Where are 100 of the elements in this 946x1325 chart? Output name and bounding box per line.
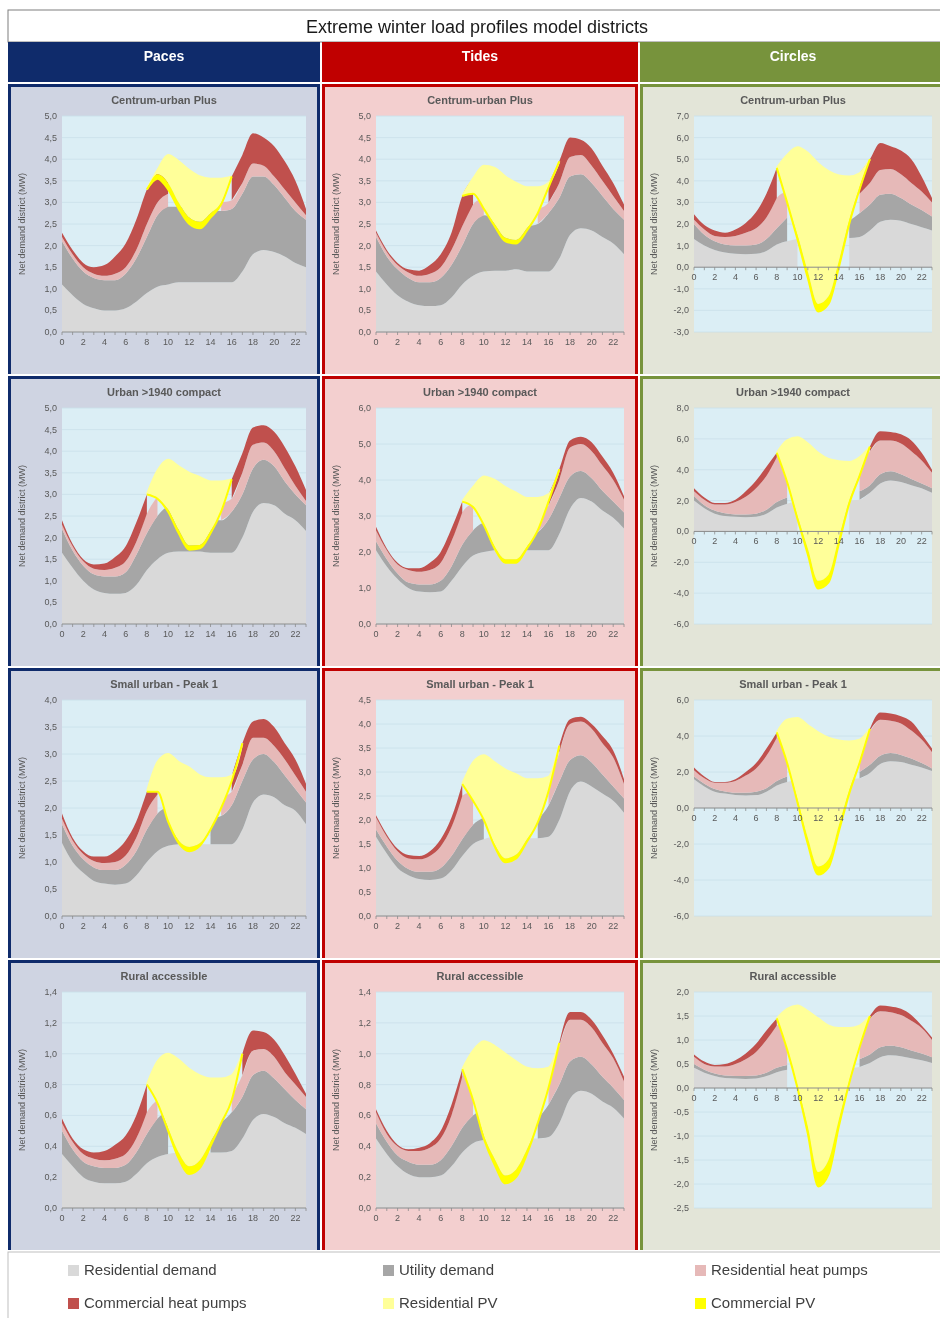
y-tick-label: 0,8 [358, 1079, 371, 1090]
x-tick-label: 4 [732, 536, 738, 547]
x-tick-label: 14 [205, 629, 216, 639]
y-axis-title: Net demand district (MW) [649, 172, 659, 276]
chart-title: Urban >1940 compact [106, 386, 222, 398]
chart-title: Urban >1940 compact [735, 386, 851, 398]
y-tick-label: 2,0 [676, 219, 689, 229]
x-tick-label: 2 [395, 1213, 401, 1223]
y-tick-label: 0,0 [358, 911, 371, 921]
y-tick-label: -6,0 [673, 619, 689, 629]
y-tick-label: 2,0 [676, 767, 689, 777]
x-tick-label: 18 [565, 1213, 576, 1223]
x-tick-label: 6 [438, 629, 444, 639]
x-tick-label: 2 [395, 629, 401, 639]
x-tick-label: 10 [163, 1213, 174, 1223]
y-tick-label: 1,4 [358, 987, 371, 997]
x-tick-label: 16 [543, 337, 554, 347]
y-tick-label: 1,0 [676, 240, 689, 251]
x-tick-label: 22 [290, 629, 301, 639]
y-axis-title: Net demand district (MW) [17, 756, 27, 860]
y-axis-title: Net demand district (MW) [649, 1048, 659, 1152]
y-tick-label: 2,0 [676, 495, 689, 506]
x-tick-label: 22 [916, 1093, 927, 1103]
x-tick-label: 2 [80, 1213, 86, 1223]
x-tick-label: 2 [395, 337, 401, 347]
x-tick-label: 20 [895, 813, 906, 823]
x-tick-label: 8 [459, 921, 465, 931]
legend-label: Commercial PV [711, 1294, 816, 1311]
y-tick-label: 4,0 [44, 446, 57, 457]
x-tick-label: 4 [732, 272, 738, 283]
x-tick-label: 12 [813, 272, 824, 283]
x-tick-label: 4 [416, 337, 422, 347]
y-axis-title: Net demand district (MW) [17, 1048, 27, 1152]
x-tick-label: 18 [247, 337, 258, 347]
x-tick-label: 8 [774, 813, 780, 823]
x-tick-label: 4 [732, 813, 738, 823]
x-tick-label: 18 [565, 337, 576, 347]
y-tick-label: 1,5 [358, 262, 371, 273]
y-tick-label: 1,5 [676, 1011, 689, 1021]
y-axis-title: Net demand district (MW) [331, 756, 341, 860]
x-tick-label: 22 [608, 921, 619, 931]
y-axis-title: Net demand district (MW) [649, 464, 659, 568]
x-tick-label: 8 [459, 629, 465, 639]
y-axis-title: Net demand district (MW) [17, 172, 27, 276]
x-tick-label: 0 [373, 337, 379, 347]
y-tick-label: 0,0 [358, 327, 371, 337]
y-tick-label: 0,0 [676, 262, 689, 273]
y-tick-label: 1,5 [44, 554, 57, 565]
x-tick-label: 22 [916, 272, 927, 283]
x-tick-label: 6 [753, 1093, 759, 1103]
x-tick-label: 18 [565, 629, 576, 639]
x-tick-label: 12 [184, 337, 195, 347]
x-tick-label: 2 [712, 813, 718, 823]
y-tick-label: 1,0 [44, 575, 57, 586]
y-tick-label: 2,0 [44, 240, 57, 251]
chart-title: Small urban - Peak 1 [110, 678, 218, 690]
y-tick-label: 0,0 [676, 526, 689, 537]
y-tick-label: -4,0 [673, 875, 689, 885]
x-tick-label: 8 [459, 1213, 465, 1223]
y-tick-label: -6,0 [673, 911, 689, 921]
y-axis-title: Net demand district (MW) [17, 464, 27, 568]
x-tick-label: 22 [290, 921, 301, 931]
x-tick-label: 10 [792, 536, 803, 547]
y-tick-label: 3,0 [44, 749, 57, 759]
x-tick-label: 16 [854, 813, 865, 823]
x-tick-label: 6 [123, 629, 129, 639]
x-tick-label: 2 [395, 921, 401, 931]
x-tick-label: 4 [101, 337, 107, 347]
y-tick-label: 0,5 [358, 305, 371, 316]
y-tick-label: 2,0 [676, 987, 689, 997]
x-tick-label: 0 [373, 629, 379, 639]
y-tick-label: 3,0 [358, 767, 371, 777]
x-tick-label: 2 [80, 629, 86, 639]
x-tick-label: 8 [144, 337, 150, 347]
x-tick-label: 4 [732, 1093, 738, 1103]
y-tick-label: 4,0 [676, 175, 689, 186]
x-tick-label: 6 [123, 337, 129, 347]
y-tick-label: 4,0 [676, 464, 689, 475]
y-tick-label: -2,5 [673, 1203, 689, 1213]
x-tick-label: 0 [59, 629, 65, 639]
y-tick-label: 8,0 [676, 403, 689, 413]
x-tick-label: 6 [753, 272, 759, 283]
y-tick-label: 4,5 [358, 695, 371, 705]
y-tick-label: 1,0 [44, 857, 57, 867]
x-tick-label: 0 [373, 921, 379, 931]
y-tick-label: 1,5 [44, 262, 57, 273]
x-tick-label: 10 [163, 629, 174, 639]
x-tick-label: 12 [184, 629, 195, 639]
x-tick-label: 16 [543, 629, 554, 639]
x-tick-label: 10 [163, 337, 174, 347]
y-tick-label: 3,0 [44, 197, 57, 208]
y-tick-label: 4,0 [358, 475, 371, 485]
y-tick-label: 3,5 [44, 467, 57, 478]
x-tick-label: 10 [163, 921, 174, 931]
x-tick-label: 0 [691, 272, 697, 283]
x-tick-label: 6 [438, 1213, 444, 1223]
x-tick-label: 12 [813, 536, 824, 547]
y-tick-label: 3,5 [44, 175, 57, 186]
y-tick-label: 2,0 [44, 803, 57, 813]
x-tick-label: 8 [144, 629, 150, 639]
